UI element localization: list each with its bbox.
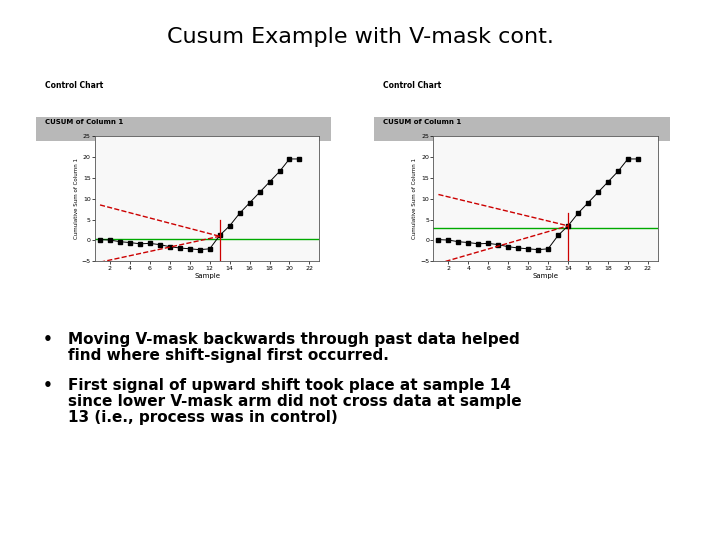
Text: First signal of upward shift took place at sample 14: First signal of upward shift took place … bbox=[68, 378, 511, 393]
Text: •: • bbox=[43, 378, 53, 393]
Text: CUSUM of Column 1: CUSUM of Column 1 bbox=[45, 119, 123, 125]
Text: •: • bbox=[43, 332, 53, 347]
Y-axis label: Cumulative Sum of Column 1: Cumulative Sum of Column 1 bbox=[413, 158, 418, 239]
Text: Control Chart: Control Chart bbox=[383, 82, 441, 90]
Text: Moving V-mask backwards through past data helped: Moving V-mask backwards through past dat… bbox=[68, 332, 520, 347]
Text: CUSUM of Column 1: CUSUM of Column 1 bbox=[383, 119, 462, 125]
X-axis label: Sample: Sample bbox=[533, 273, 559, 279]
Text: 13 (i.e., process was in control): 13 (i.e., process was in control) bbox=[68, 410, 338, 426]
Text: Cusum Example with V-mask cont.: Cusum Example with V-mask cont. bbox=[166, 27, 554, 47]
FancyBboxPatch shape bbox=[36, 117, 331, 140]
Y-axis label: Cumulative Sum of Column 1: Cumulative Sum of Column 1 bbox=[74, 158, 79, 239]
Text: find where shift-signal first occurred.: find where shift-signal first occurred. bbox=[68, 348, 390, 363]
Text: Control Chart: Control Chart bbox=[45, 82, 103, 90]
X-axis label: Sample: Sample bbox=[194, 273, 220, 279]
FancyBboxPatch shape bbox=[374, 117, 670, 140]
Text: since lower V-mask arm did not cross data at sample: since lower V-mask arm did not cross dat… bbox=[68, 394, 522, 409]
